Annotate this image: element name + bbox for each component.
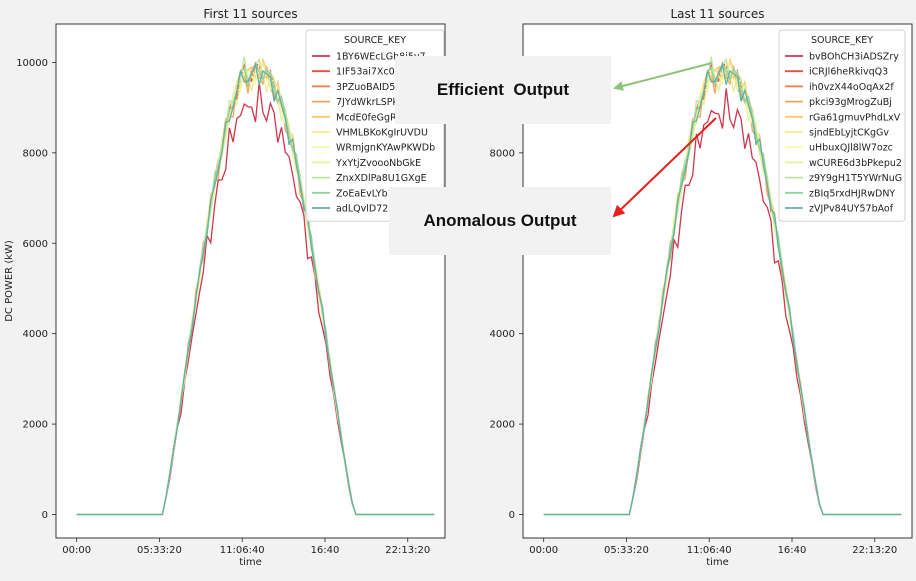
y-tick-label: 2000 [490, 420, 515, 431]
y-tick-label: 4000 [23, 329, 48, 340]
legend-entry: uHbuxQJl8lW7ozc [809, 143, 893, 154]
x-tick-label: 22:13:20 [852, 545, 897, 556]
legend-box [778, 29, 906, 222]
y-tick-label: 4000 [490, 329, 515, 340]
x-tick-label: 11:06:40 [220, 545, 265, 556]
series-lines [543, 56, 902, 516]
y-tick-label: 8000 [23, 148, 48, 159]
y-tick-label: 8000 [490, 148, 515, 159]
legend-entry: zBIq5rxdHJRwDNY [809, 188, 895, 199]
legend: SOURCE_KEY bvBOhCH3iADSZry iCRJl6heRkivqQ3… [778, 29, 906, 222]
legend-entry: 7JYdWkrLSPkdwr4 [336, 97, 422, 108]
legend-entry: 3PZuoBAID5Wc2HD [336, 82, 430, 93]
chart-title: Last 11 sources [671, 7, 765, 21]
y-tick-label: 6000 [23, 239, 48, 250]
legend-entry: pkci93gMrogZuBj [809, 97, 892, 108]
legend-entry: adLQvlD726eNBSB [336, 204, 426, 215]
plot-frame [522, 23, 913, 539]
legend-title: SOURCE_KEY [811, 35, 873, 46]
x-tick-label: 05:33:20 [137, 545, 182, 556]
chart-panel-1: First 11 sources 0 2000 4000 6000 8000 10000 00… [4, 7, 446, 568]
legend-entry: wCURE6d3bPkepu2 [809, 158, 902, 169]
anomalous-output-callout: Anomalous Output [389, 187, 611, 255]
legend-entry: 1IF53ai7Xc0U56Y [336, 67, 420, 78]
legend-entry: WRmjgnKYAwPKWDb [336, 143, 435, 154]
legend-entry: bvBOhCH3iADSZry [809, 52, 899, 63]
y-tick-label: 10000 [16, 58, 48, 69]
legend-title: SOURCE_KEY [344, 35, 406, 46]
x-axis-label: time [706, 557, 729, 568]
x-tick-label: 05:33:20 [604, 545, 649, 556]
legend-entry: YxYtjZvoooNbGkE [335, 158, 421, 169]
x-tick-label: 11:06:40 [687, 545, 732, 556]
efficient-output-callout: Efficient Output [395, 56, 611, 124]
legend-entry: McdE0feGgRqW7Ca [336, 112, 431, 123]
y-tick-label: 0 [509, 510, 515, 521]
x-tick-label: 00:00 [62, 545, 91, 556]
x-tick-label: 00:00 [529, 545, 558, 556]
x-axis-label: time [239, 557, 262, 568]
legend-entry: 1BY6WEcLGh8j5v7 [336, 52, 426, 63]
series-lines [76, 56, 435, 516]
legend-entry: VHMLBKoKgIrUVDU [336, 128, 428, 139]
legend-entry: z9Y9gH1T5YWrNuG [809, 173, 902, 184]
series-line-adLQvlD726eNBSB [76, 62, 435, 516]
legend-entry: zVJPv84UY57bAof [809, 204, 894, 215]
legend-entry: ZnxXDlPa8U1GXgE [336, 173, 427, 184]
legend-entry: iCRJl6heRkivqQ3 [809, 67, 888, 78]
legend-entry: ZoEaEvLYb1n2sOq [336, 188, 424, 199]
legend-entry: ih0vzX44oOqAx2f [809, 82, 894, 93]
legend-entry: rGa61gmuvPhdLxV [809, 112, 901, 123]
y-tick-label: 2000 [23, 420, 48, 431]
series-line-zVJPv84UY57bAof [543, 62, 902, 516]
legend-entry: sjndEbLyjtCKgGv [809, 128, 889, 139]
y-axis-label: DC POWER (kW) [4, 240, 15, 322]
x-tick-label: 16:40 [778, 545, 807, 556]
x-tick-label: 22:13:20 [385, 545, 430, 556]
anomalous-output-label: Anomalous Output [423, 211, 577, 230]
chart-title: First 11 sources [203, 7, 297, 21]
plot-frame [55, 23, 446, 539]
x-tick-label: 16:40 [311, 545, 340, 556]
efficient-output-label: Efficient Output [436, 80, 570, 99]
y-tick-label: 0 [42, 510, 48, 521]
